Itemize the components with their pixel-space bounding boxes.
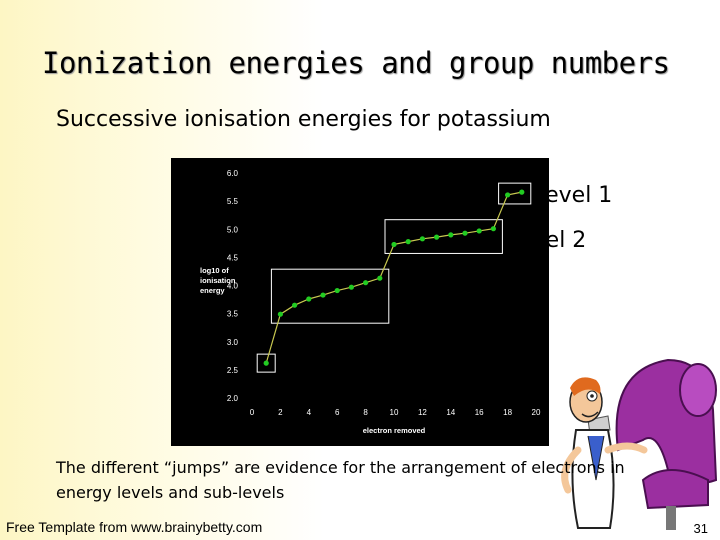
level-group-box	[498, 182, 532, 205]
x-tick-label: 6	[335, 408, 340, 417]
x-tick-label: 8	[363, 408, 368, 417]
x-tick-label: 2	[278, 408, 283, 417]
x-tick-label: 0	[250, 408, 255, 417]
y-tick-label: 5.5	[227, 197, 239, 206]
x-tick-label: 14	[446, 408, 455, 417]
data-point	[462, 230, 468, 236]
x-tick-label: 12	[418, 408, 427, 417]
level-3-label: level 3	[400, 283, 474, 308]
data-point	[519, 189, 525, 195]
y-tick-label: 4.5	[227, 253, 239, 262]
data-point	[348, 284, 354, 290]
y-tick-label: 2.5	[227, 366, 239, 375]
level-group-box	[256, 353, 276, 373]
y-tick-label: 3.5	[227, 310, 239, 319]
y-axis-label: log10 of	[200, 266, 229, 275]
x-tick-label: 18	[503, 408, 512, 417]
x-tick-label: 16	[475, 408, 484, 417]
x-tick-label: 10	[390, 408, 399, 417]
level-1-label: level 1	[539, 183, 613, 208]
y-tick-label: 2.0	[227, 394, 239, 403]
chart-svg: 2.0 2.5 3.0 3.5 4.0 4.5 5.0 5.5 6.0 0 2 4 6 8 10 12 14 16…	[200, 169, 541, 435]
data-point	[476, 228, 482, 234]
data-point	[263, 360, 269, 366]
data-point	[448, 232, 454, 238]
level-4-label: level 4	[287, 353, 361, 378]
dentist-cartoon-illustration	[561, 358, 718, 530]
slide-subtitle: Successive ionisation energies for potas…	[56, 107, 551, 132]
y-tick-label: 4.0	[227, 282, 239, 291]
data-point	[320, 292, 326, 298]
footer-credit: Free Template from www.brainybetty.com	[6, 519, 263, 535]
y-axis-label: ionisation	[200, 276, 236, 285]
y-tick-label: 5.0	[227, 225, 239, 234]
data-point	[490, 226, 496, 232]
data-point	[377, 275, 383, 281]
data-point	[419, 236, 425, 242]
level-group-box	[270, 268, 390, 324]
slide-title: Ionization energies and group numbers	[42, 46, 670, 80]
level-2-label: level 2	[513, 228, 587, 253]
data-point	[277, 311, 283, 317]
data-point	[292, 302, 298, 308]
data-point	[505, 192, 511, 198]
level-group-box	[384, 219, 503, 254]
data-point	[391, 241, 397, 248]
data-point	[334, 287, 340, 294]
data-point	[306, 296, 312, 302]
y-tick-label: 6.0	[227, 169, 239, 178]
y-axis-label: energy	[200, 286, 225, 295]
x-axis-label: electron removed	[363, 426, 426, 435]
slide-caption: The different “jumps” are evidence for t…	[56, 458, 625, 502]
x-tick-label: 20	[532, 408, 541, 417]
series-line	[265, 191, 522, 364]
y-tick-label: 3.0	[227, 338, 239, 347]
ionisation-chart: 2.0 2.5 3.0 3.5 4.0 4.5 5.0 5.5 6.0 0 2 4 6 8 10 12 14 16…	[171, 158, 549, 446]
data-point	[405, 239, 411, 245]
page-number: 31	[693, 521, 708, 536]
data-point	[363, 280, 369, 286]
data-point	[434, 234, 440, 240]
x-tick-label: 4	[307, 408, 312, 417]
